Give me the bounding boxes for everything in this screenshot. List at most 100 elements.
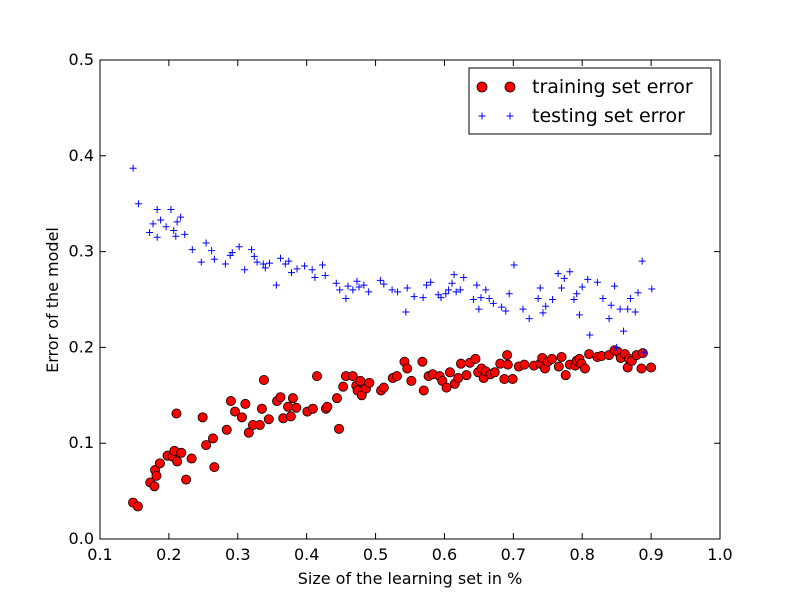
x-tick-label: 0.9 bbox=[638, 545, 663, 564]
series-testing-set-error bbox=[129, 164, 656, 356]
testing-error-point bbox=[475, 305, 483, 313]
testing-error-point bbox=[349, 286, 357, 294]
testing-error-point bbox=[276, 254, 284, 262]
training-error-point bbox=[502, 350, 513, 361]
testing-error-point bbox=[634, 289, 642, 297]
testing-error-point bbox=[638, 257, 646, 265]
training-error-point bbox=[402, 363, 413, 374]
y-tick-label: 0.0 bbox=[69, 529, 94, 548]
testing-error-point bbox=[554, 270, 562, 278]
testing-error-point bbox=[253, 258, 261, 266]
testing-error-point bbox=[365, 288, 373, 296]
testing-error-point bbox=[482, 286, 490, 294]
testing-error-point bbox=[578, 283, 586, 291]
legend: training set error testing set error bbox=[468, 67, 712, 135]
testing-error-point bbox=[376, 276, 384, 284]
testing-error-point bbox=[285, 257, 293, 265]
testing-error-point bbox=[241, 266, 249, 274]
training-error-point bbox=[347, 371, 358, 382]
series-training-set-error bbox=[128, 345, 657, 512]
testing-error-point bbox=[129, 164, 137, 172]
testing-error-point bbox=[498, 303, 506, 311]
training-error-point bbox=[236, 412, 247, 423]
training-error-point bbox=[197, 412, 208, 423]
training-error-point bbox=[391, 371, 402, 382]
testing-error-point bbox=[607, 301, 615, 309]
testing-error-point bbox=[502, 307, 510, 315]
testing-error-point bbox=[332, 279, 340, 287]
x-tick-label: 0.6 bbox=[432, 545, 457, 564]
training-error-point bbox=[453, 373, 464, 384]
testing-error-point bbox=[301, 262, 309, 270]
testing-error-point bbox=[558, 284, 566, 292]
training-error-point bbox=[209, 462, 220, 473]
testing-error-point bbox=[624, 305, 632, 313]
training-error-point bbox=[444, 367, 455, 378]
testing-error-point bbox=[353, 277, 361, 285]
testing-error-point bbox=[177, 213, 185, 221]
x-tick-label: 0.5 bbox=[363, 545, 388, 564]
training-error-point bbox=[171, 408, 182, 419]
testing-error-point bbox=[536, 284, 544, 292]
testing-error-point bbox=[611, 282, 619, 290]
training-error-point bbox=[461, 370, 472, 381]
testing-error-point bbox=[419, 294, 427, 302]
legend-marker-circle bbox=[504, 81, 516, 93]
testing-error-point bbox=[460, 273, 468, 281]
x-tick-label: 0.7 bbox=[501, 545, 526, 564]
testing-error-point bbox=[519, 305, 527, 313]
testing-error-point bbox=[469, 296, 477, 303]
axis-ticks: 0.1 0.2 0.3 0.4 0.5 0.6 0.7 0.8 0.9 1.00.00.10.20… bbox=[69, 50, 733, 564]
testing-error-point bbox=[599, 295, 607, 303]
training-error-point bbox=[560, 370, 571, 381]
training-error-point bbox=[258, 374, 269, 385]
testing-error-point bbox=[584, 275, 592, 283]
testing-error-point bbox=[427, 278, 435, 286]
training-error-point bbox=[584, 349, 595, 360]
plot-frame bbox=[99, 59, 721, 540]
training-error-point bbox=[287, 393, 298, 404]
training-error-point bbox=[378, 382, 389, 393]
training-error-point bbox=[636, 363, 647, 374]
legend-marker-plus bbox=[506, 112, 514, 120]
training-error-point bbox=[338, 381, 349, 392]
x-tick-label: 0.1 bbox=[87, 545, 112, 564]
testing-error-point bbox=[605, 315, 613, 323]
testing-error-point bbox=[631, 308, 639, 316]
training-error-point bbox=[646, 362, 657, 373]
testing-error-point bbox=[221, 260, 229, 268]
testing-error-point bbox=[575, 311, 583, 319]
testing-error-point bbox=[560, 274, 568, 282]
training-error-point bbox=[364, 377, 375, 388]
training-error-point bbox=[132, 501, 143, 512]
testing-error-point bbox=[167, 205, 175, 213]
testing-error-point bbox=[485, 295, 493, 303]
testing-error-point bbox=[149, 220, 157, 228]
testing-error-point bbox=[542, 302, 550, 310]
training-error-point bbox=[546, 353, 557, 364]
testing-error-point bbox=[281, 260, 289, 268]
testing-error-point bbox=[442, 290, 450, 298]
testing-error-point bbox=[456, 286, 464, 294]
testing-error-point bbox=[534, 295, 542, 303]
testing-error-point bbox=[477, 294, 485, 302]
training-error-point bbox=[230, 406, 241, 417]
testing-error-point bbox=[570, 296, 578, 303]
training-error-point bbox=[285, 411, 296, 422]
training-error-point bbox=[149, 481, 160, 492]
y-tick-label: 0.3 bbox=[69, 242, 94, 261]
testing-error-point bbox=[445, 286, 453, 294]
testing-error-point bbox=[197, 258, 205, 266]
testing-error-point bbox=[539, 309, 547, 317]
training-error-point bbox=[455, 358, 466, 369]
testing-error-point bbox=[616, 305, 624, 313]
legend-marker-circle bbox=[476, 81, 488, 93]
testing-error-point bbox=[261, 264, 269, 272]
training-error-point bbox=[201, 440, 212, 451]
training-error-point bbox=[334, 423, 345, 434]
training-error-point bbox=[307, 403, 318, 414]
training-error-point bbox=[263, 414, 274, 425]
training-error-point bbox=[519, 359, 530, 370]
x-tick-label: 0.8 bbox=[569, 545, 594, 564]
